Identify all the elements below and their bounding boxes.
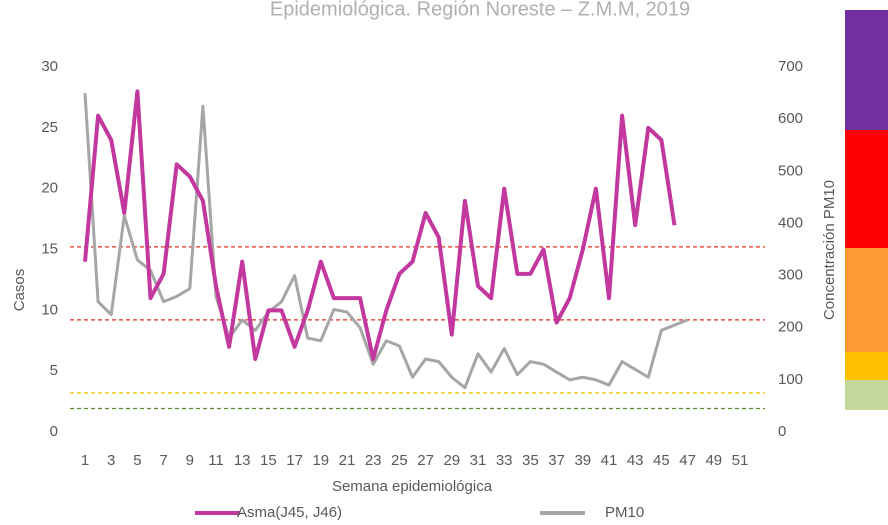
x-tick-label: 51 [732,452,749,469]
x-tick-label: 49 [705,452,722,469]
series-line [83,92,689,390]
legend-label: Asma(J45, J46) [237,504,342,521]
level-band [845,248,888,352]
x-tick-label: 13 [234,452,251,469]
y-tick-label: 25 [41,119,58,136]
x-tick-label: 3 [107,452,115,469]
x-tick-label: 5 [133,452,141,469]
level-band [845,380,888,410]
y2-tick-label: 0 [778,423,786,440]
x-tick-label: 37 [548,452,565,469]
x-tick-label: 9 [186,452,194,469]
x-tick-label: 31 [470,452,487,469]
x-tick-label: 29 [443,452,460,469]
level-band [845,352,888,380]
legend-label: PM10 [605,504,644,521]
x-tick-label: 19 [312,452,329,469]
x-tick-label: 43 [627,452,644,469]
chart-title: Epidemiológica. Región Noreste – Z.M.M, … [270,0,690,20]
y-tick-label: 0 [50,423,58,440]
y2-tick-label: 600 [778,110,803,127]
x-tick-label: 23 [365,452,382,469]
x-tick-label: 47 [679,452,696,469]
y-tick-label: 5 [50,362,58,379]
x-tick-label: 17 [286,452,303,469]
x-tick-label: 25 [391,452,408,469]
x-tick-label: 7 [159,452,167,469]
x-axis-label: Semana epidemiológica [332,478,493,495]
x-tick-label: 11 [208,452,224,469]
y2-tick-label: 700 [778,58,803,75]
x-tick-label: 21 [339,452,356,469]
y-tick-label: 10 [41,301,58,318]
series-line [83,89,677,361]
x-tick-label: 39 [574,452,591,469]
y2-axis-label: Concentración PM10 [821,180,838,320]
y2-tick-label: 500 [778,162,803,179]
y2-tick-label: 300 [778,267,803,284]
level-band [845,130,888,248]
y-tick-label: 20 [41,180,58,197]
y2-tick-label: 400 [778,214,803,231]
x-tick-label: 15 [260,452,277,469]
y2-tick-label: 200 [778,319,803,336]
x-tick-label: 45 [653,452,670,469]
level-band [845,10,888,130]
y-axis-label: Casos [11,269,28,312]
y2-tick-label: 100 [778,371,803,388]
y-tick-label: 15 [41,240,58,257]
x-tick-label: 27 [417,452,434,469]
x-tick-label: 33 [496,452,513,469]
y-tick-label: 30 [41,58,58,75]
x-tick-label: 35 [522,452,539,469]
x-tick-label: 41 [601,452,618,469]
x-tick-label: 1 [81,452,89,469]
